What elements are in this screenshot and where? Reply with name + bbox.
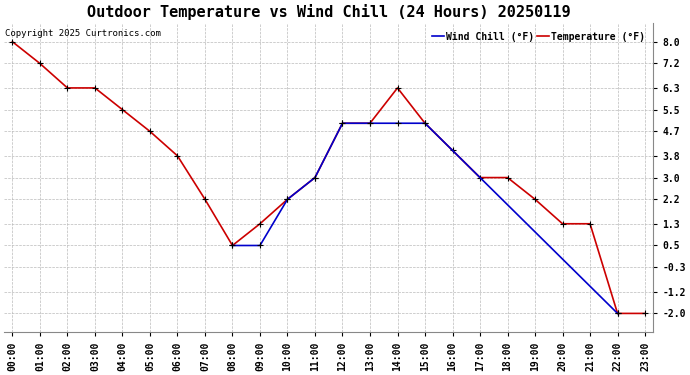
Wind Chill (°F) <box>338 121 346 126</box>
Temperature (°F) <box>118 107 126 112</box>
Temperature (°F) <box>284 197 292 201</box>
Temperature (°F) <box>8 39 17 44</box>
Wind Chill (°F) <box>284 197 292 201</box>
Wind Chill (°F) <box>366 121 374 126</box>
Temperature (°F) <box>393 86 402 90</box>
Temperature (°F) <box>310 176 319 180</box>
Temperature (°F) <box>91 86 99 90</box>
Temperature (°F) <box>504 176 512 180</box>
Legend: Wind Chill (°F), Temperature (°F): Wind Chill (°F), Temperature (°F) <box>428 28 649 45</box>
Temperature (°F) <box>256 222 264 226</box>
Wind Chill (°F) <box>613 311 622 316</box>
Temperature (°F) <box>338 121 346 126</box>
Temperature (°F) <box>641 311 649 316</box>
Temperature (°F) <box>586 222 594 226</box>
Temperature (°F) <box>63 86 72 90</box>
Wind Chill (°F) <box>393 121 402 126</box>
Line: Wind Chill (°F): Wind Chill (°F) <box>230 120 620 316</box>
Temperature (°F) <box>201 197 209 201</box>
Wind Chill (°F) <box>310 176 319 180</box>
Temperature (°F) <box>173 154 181 158</box>
Text: Copyright 2025 Curtronics.com: Copyright 2025 Curtronics.com <box>6 29 161 38</box>
Wind Chill (°F) <box>228 243 237 248</box>
Temperature (°F) <box>228 243 237 248</box>
Temperature (°F) <box>36 61 44 66</box>
Line: Temperature (°F): Temperature (°F) <box>10 39 648 316</box>
Temperature (°F) <box>366 121 374 126</box>
Temperature (°F) <box>613 311 622 316</box>
Temperature (°F) <box>558 222 566 226</box>
Wind Chill (°F) <box>256 243 264 248</box>
Wind Chill (°F) <box>421 121 429 126</box>
Temperature (°F) <box>146 129 154 134</box>
Temperature (°F) <box>448 148 457 153</box>
Temperature (°F) <box>531 197 539 201</box>
Temperature (°F) <box>476 176 484 180</box>
Temperature (°F) <box>421 121 429 126</box>
Title: Outdoor Temperature vs Wind Chill (24 Hours) 20250119: Outdoor Temperature vs Wind Chill (24 Ho… <box>87 4 571 20</box>
